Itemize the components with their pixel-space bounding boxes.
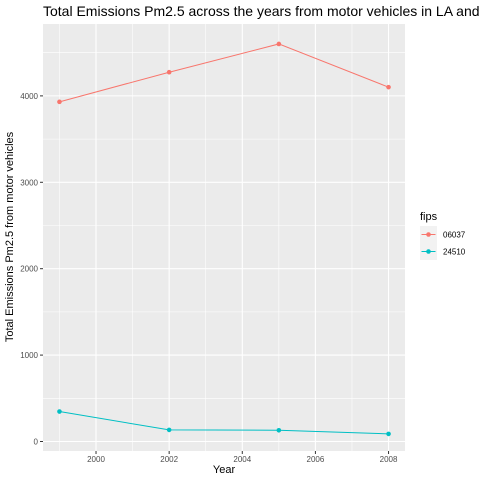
data-point-06037 (57, 99, 62, 105)
series-line-06037 (59, 43, 389, 103)
x-tick-label: 2006 (307, 455, 325, 464)
y-tick-label: 2000 (20, 265, 38, 274)
data-series (57, 41, 391, 437)
data-point-24510 (386, 431, 391, 437)
axis-ticks: 2000 2002 2004 2006 2008 0 1000 2000 3000 4000 (20, 92, 398, 464)
y-tick-label: 3000 (20, 178, 38, 187)
legend-label: 24510 (443, 248, 466, 257)
x-tick-label: 2002 (160, 455, 178, 464)
x-tick-label: 2008 (380, 455, 398, 464)
grid-lines (43, 24, 405, 451)
y-axis-title: Total Emissions Pm2.5 from motor vehicle… (4, 131, 16, 342)
x-tick-label: 2000 (87, 455, 105, 464)
data-point-24510 (276, 427, 282, 433)
y-tick-label: 1000 (20, 351, 38, 360)
legend-label: 06037 (443, 231, 466, 240)
data-point-06037 (166, 69, 172, 75)
data-point-24510 (166, 427, 172, 433)
y-tick-label: 4000 (20, 92, 38, 101)
plot-panel (43, 24, 405, 451)
legend-title: fips (420, 211, 438, 223)
x-axis-title: Year (213, 464, 236, 476)
legend-key-point (426, 249, 431, 254)
legend-key-point (426, 232, 431, 237)
chart-title: Total Emissions Pm2.5 across the years f… (43, 3, 480, 19)
data-point-24510 (57, 409, 62, 414)
data-point-06037 (276, 41, 282, 47)
x-tick-label: 2004 (233, 455, 251, 464)
legend: fips 06037 24510 (420, 211, 466, 260)
data-point-06037 (386, 84, 391, 90)
y-tick-label: 0 (34, 437, 39, 446)
series-line-24510 (59, 411, 389, 435)
